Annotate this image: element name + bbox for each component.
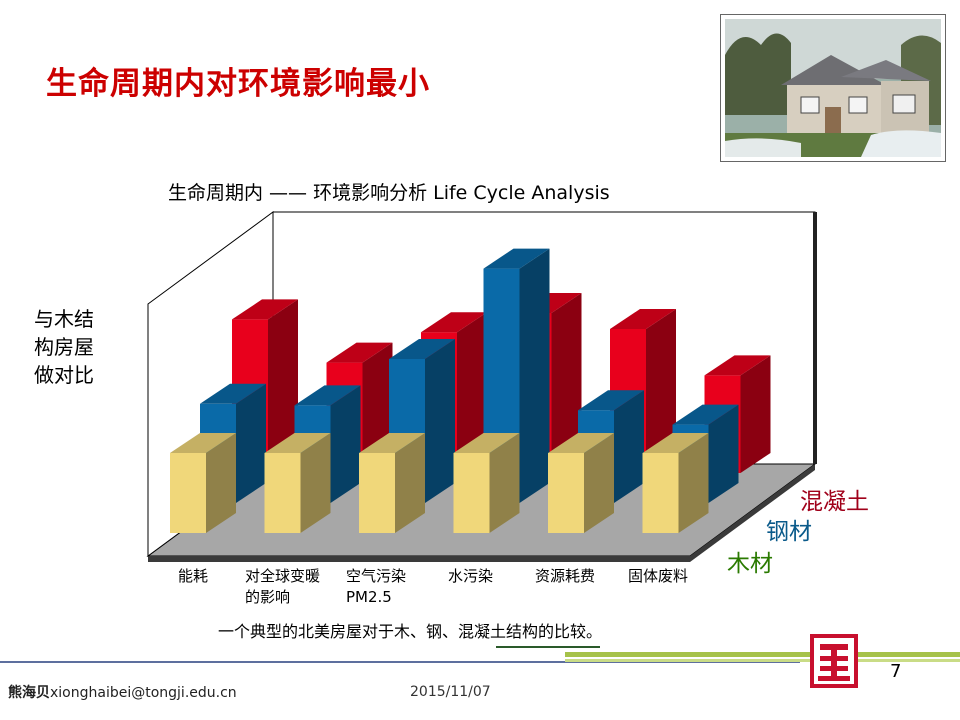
bar-top-face xyxy=(200,383,266,404)
bar-top-face xyxy=(326,342,393,363)
bar-side-face xyxy=(646,309,676,473)
bar-side-face xyxy=(519,248,550,503)
university-logo xyxy=(810,634,858,688)
divider-line-blue xyxy=(0,661,800,663)
bar-top-face xyxy=(170,433,236,453)
bar-front-face xyxy=(642,453,679,533)
category-label-line2: 的影响 xyxy=(245,588,291,606)
series-label-concrete: 混凝土 xyxy=(800,489,869,515)
bar-top-face xyxy=(704,355,771,376)
bar-front-face xyxy=(453,453,490,533)
category-label: 对全球变暖 的影响 xyxy=(245,566,320,608)
bar-top-face xyxy=(389,339,455,359)
chart-bars xyxy=(170,248,771,533)
category-label-line1: 固体废料 xyxy=(628,567,689,585)
bar-side-face xyxy=(236,383,266,503)
category-label: 空气污染 PM2.5 xyxy=(346,566,406,608)
series-label-steel: 钢材 xyxy=(766,519,812,545)
bar-top-face xyxy=(294,385,361,406)
bar-side-face xyxy=(584,433,614,533)
divider-line-green xyxy=(565,652,960,657)
bar-wood xyxy=(642,433,709,533)
house-photo xyxy=(720,14,946,162)
y-axis-label: 与木结 构房屋 做对比 xyxy=(34,305,114,389)
bar-top-face xyxy=(578,390,644,411)
category-label: 固体废料 xyxy=(628,566,688,587)
slide-title: 生命周期内对环境影响最小 xyxy=(46,66,430,102)
bar-side-face xyxy=(395,433,425,533)
bar-front-face xyxy=(548,453,584,533)
footer-author: 熊海贝xionghaibei@tongji.edu.cn xyxy=(8,682,237,702)
category-label-line1: 资源耗费 xyxy=(535,567,596,585)
category-label: 水污染 xyxy=(448,566,493,587)
bar-front-face xyxy=(264,453,301,533)
bar-side-face xyxy=(489,433,520,533)
caption-underline xyxy=(496,646,600,648)
category-label-line2: PM2.5 xyxy=(346,588,392,606)
bar-top-face xyxy=(642,433,709,453)
series-label-wood: 木材 xyxy=(727,551,773,577)
bar-front-face xyxy=(170,453,206,533)
bar-side-face xyxy=(425,339,455,503)
y-axis-label-line: 构房屋 xyxy=(34,335,94,359)
bar-top-face xyxy=(672,404,739,425)
bar-side-face xyxy=(740,355,771,473)
category-label: 资源耗费 xyxy=(535,566,595,587)
category-label-line1: 水污染 xyxy=(448,567,494,585)
bar-top-face xyxy=(610,309,676,329)
bar-side-face xyxy=(457,312,487,473)
divider-line-green xyxy=(565,659,960,662)
page-number: 7 xyxy=(890,661,902,682)
bar-side-face xyxy=(268,299,298,473)
bar-wood xyxy=(170,433,236,533)
category-label-line1: 对全球变暖 xyxy=(245,567,321,585)
chart-title: 生命周期内 —— 环境影响分析 Life Cycle Analysis xyxy=(168,182,610,204)
bar-top-face xyxy=(548,433,614,453)
bar-top-face xyxy=(453,433,520,453)
bar-wood xyxy=(264,433,331,533)
bar-wood xyxy=(359,433,425,533)
bar-side-face xyxy=(614,390,644,503)
caption: 一个典型的北美房屋对于木、钢、混凝土结构的比较。 xyxy=(218,622,603,641)
bar-wood xyxy=(548,433,614,533)
author-name: 熊海贝 xyxy=(8,685,50,701)
category-label: 能耗 xyxy=(178,566,208,587)
y-axis-label-line: 做对比 xyxy=(34,363,94,387)
bar-side-face xyxy=(330,385,361,503)
bar-side-face xyxy=(551,293,582,473)
bar-side-face xyxy=(206,433,236,533)
bar-top-face xyxy=(264,433,331,453)
bar-top-face xyxy=(483,248,550,269)
category-label-line1: 空气污染 xyxy=(346,567,407,585)
bar-side-face xyxy=(300,433,331,533)
bar-side-face xyxy=(708,404,739,503)
y-axis-label-line: 与木结 xyxy=(34,307,94,331)
bar-top-face xyxy=(232,299,298,320)
category-label-line1: 能耗 xyxy=(178,567,209,585)
bar-side-face xyxy=(678,433,709,533)
bar-wood xyxy=(453,433,520,533)
bar-front-face xyxy=(359,453,395,533)
author-email: xionghaibei@tongji.edu.cn xyxy=(50,685,237,701)
bar-top-face xyxy=(359,433,425,453)
footer-date: 2015/11/07 xyxy=(410,684,491,700)
bar-top-face xyxy=(421,312,487,333)
